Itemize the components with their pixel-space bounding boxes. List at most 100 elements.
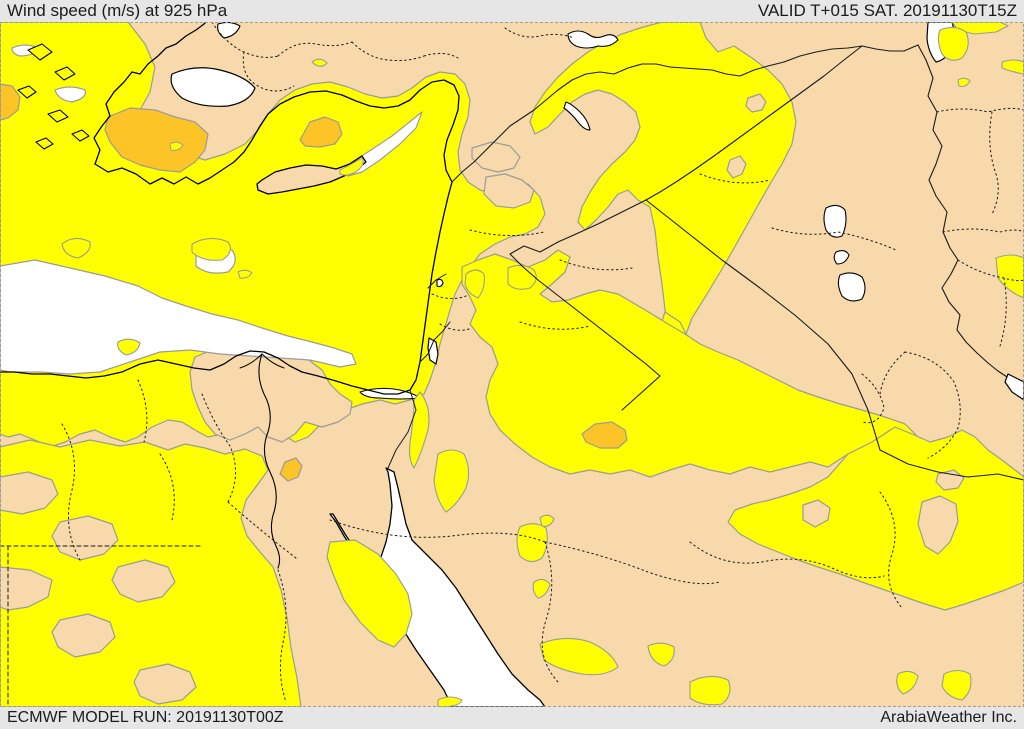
border-turkey-syria [451, 44, 919, 183]
tan-hole-sweep-1 [917, 495, 959, 555]
admin-egypt-5 [277, 569, 287, 703]
border-israel-jordan [419, 339, 435, 363]
wind-yellow-syria-iraq [529, 22, 797, 338]
wind-yellow-saudi-4 [539, 637, 619, 676]
island-aegean-2 [54, 66, 76, 81]
wind-yellow-br-2 [941, 669, 972, 701]
admin-iraq-2 [771, 227, 897, 251]
wind-orange-egypt [279, 457, 303, 482]
footer-bar: ECMWF MODEL RUN: 20191130T00Z ArabiaWeat… [0, 707, 1024, 729]
tan-hole-eg-1 [0, 471, 59, 515]
wind-yellow-syria-patch2 [507, 264, 537, 290]
lake-marmara [170, 67, 256, 107]
wind-yellow-islet-med-2 [191, 237, 231, 261]
wind-yellow-islet-med-1 [61, 237, 91, 259]
tan-hole-nw-syria-2 [483, 173, 535, 209]
admin-anatolia-3 [351, 41, 425, 61]
admin-saudi-1 [519, 321, 591, 330]
wind-orange-west-turkey [104, 107, 209, 173]
map-title: Wind speed (m/s) at 925 hPa [7, 1, 228, 20]
admin-iran-4 [989, 111, 999, 215]
wind-yellow-cyprus-tip [339, 157, 364, 176]
coast-aegean [93, 22, 207, 165]
admin-iran-6 [904, 351, 961, 459]
wind-yellow-br-3 [689, 675, 731, 706]
wind-yellow-syria-patch1 [464, 269, 485, 299]
wind-orange-hole-dot [169, 141, 184, 151]
admin-egypt-2 [201, 393, 236, 503]
border-iraq-syria [645, 45, 863, 201]
wind-yellow-islet-med-4 [237, 269, 253, 279]
admin-iran-2 [942, 228, 1024, 233]
tan-hole-eg-6 [133, 663, 197, 705]
island-aegean-4 [47, 109, 69, 123]
wind-yellow-right-edge-mid [995, 254, 1024, 299]
wind-yellow-sinai-patch [433, 449, 470, 513]
brand-label: ArabiaWeather Inc. [880, 709, 1017, 726]
admin-anatolia-6 [504, 27, 575, 39]
admin-anatolia-4 [242, 51, 295, 92]
border-iraq-jordan [557, 199, 647, 243]
lake-razzaza [837, 272, 866, 302]
lake-habbaniyah [833, 249, 850, 265]
wind-orange-saudi [581, 421, 628, 449]
valid-time-label: VALID T+015 SAT. 20191130T15Z [757, 1, 1017, 20]
admin-egypt-1 [137, 379, 148, 443]
wind-yellow-br-1 [896, 670, 919, 695]
tan-hole-eg-5 [51, 613, 116, 658]
island-aegean-1 [27, 43, 53, 61]
tan-hole-eg-3 [51, 515, 119, 561]
river-nile-branch-e [261, 353, 285, 369]
island-aegean-3 [17, 85, 37, 99]
lake-tharthar [823, 204, 847, 238]
admin-egypt-3 [61, 423, 81, 561]
wind-yellow-saudi-1 [539, 514, 555, 527]
coast-levant-egypt [0, 79, 460, 395]
river-nile-branch-w [239, 353, 263, 369]
tan-hole-iraq-1 [745, 93, 767, 113]
sea-persian-gulf-tip [1004, 373, 1024, 401]
lake-ataturk [563, 101, 591, 131]
wind-yellow-saudi-2 [516, 523, 548, 563]
tan-hole-eg-2 [0, 566, 53, 611]
wind-yellow-urmia-dot [957, 77, 971, 87]
admin-iran-1 [936, 107, 1024, 113]
border-iraq-saudi [645, 199, 1024, 481]
admin-syria-1 [469, 229, 545, 237]
tan-hole-band [802, 499, 831, 528]
tan-hole-eg-4 [111, 559, 176, 603]
admin-saudi-6 [879, 491, 903, 609]
admin-saudi-2 [329, 519, 546, 543]
wind-yellow-islet-med-3 [117, 338, 141, 356]
header-bar: Wind speed (m/s) at 925 hPa VALID T+015 … [0, 0, 1024, 22]
model-run-label: ECMWF MODEL RUN: 20191130T00Z [7, 709, 284, 726]
admin-anatolia-2 [277, 41, 353, 57]
admin-saudi-4 [541, 541, 561, 685]
wind-orange-left-edge [0, 83, 21, 121]
wind-yellow-redsea-nw [326, 539, 413, 648]
tan-hole-iraq-2 [726, 155, 747, 179]
border-egypt-israel [387, 389, 417, 469]
sea-mediterranean [0, 259, 357, 375]
lakes-turkey-se [567, 30, 619, 49]
admin-kuwait [861, 373, 885, 424]
admin-saudi-3 [544, 541, 721, 585]
island-aegean-5 [71, 129, 90, 142]
wind-orange-antalya [299, 116, 343, 148]
admin-iran-7 [879, 351, 906, 395]
admin-egypt-6 [159, 453, 175, 521]
wind-yellow-right-edge-top [1001, 59, 1024, 75]
lake-galilee [436, 278, 444, 288]
river-nile [258, 353, 281, 569]
admin-iran-5 [999, 277, 1007, 347]
border-syria-jordan [433, 321, 451, 341]
border-iran [917, 44, 1008, 378]
wind-yellow-saudi-3 [532, 578, 551, 599]
island-aegean-6 [35, 137, 54, 150]
map-area [0, 22, 1024, 707]
wind-yellow-anatolia-dot [311, 58, 328, 67]
weather-map [0, 22, 1024, 707]
admin-jordan-2 [439, 323, 473, 331]
wind-yellow-br-4 [647, 642, 675, 667]
